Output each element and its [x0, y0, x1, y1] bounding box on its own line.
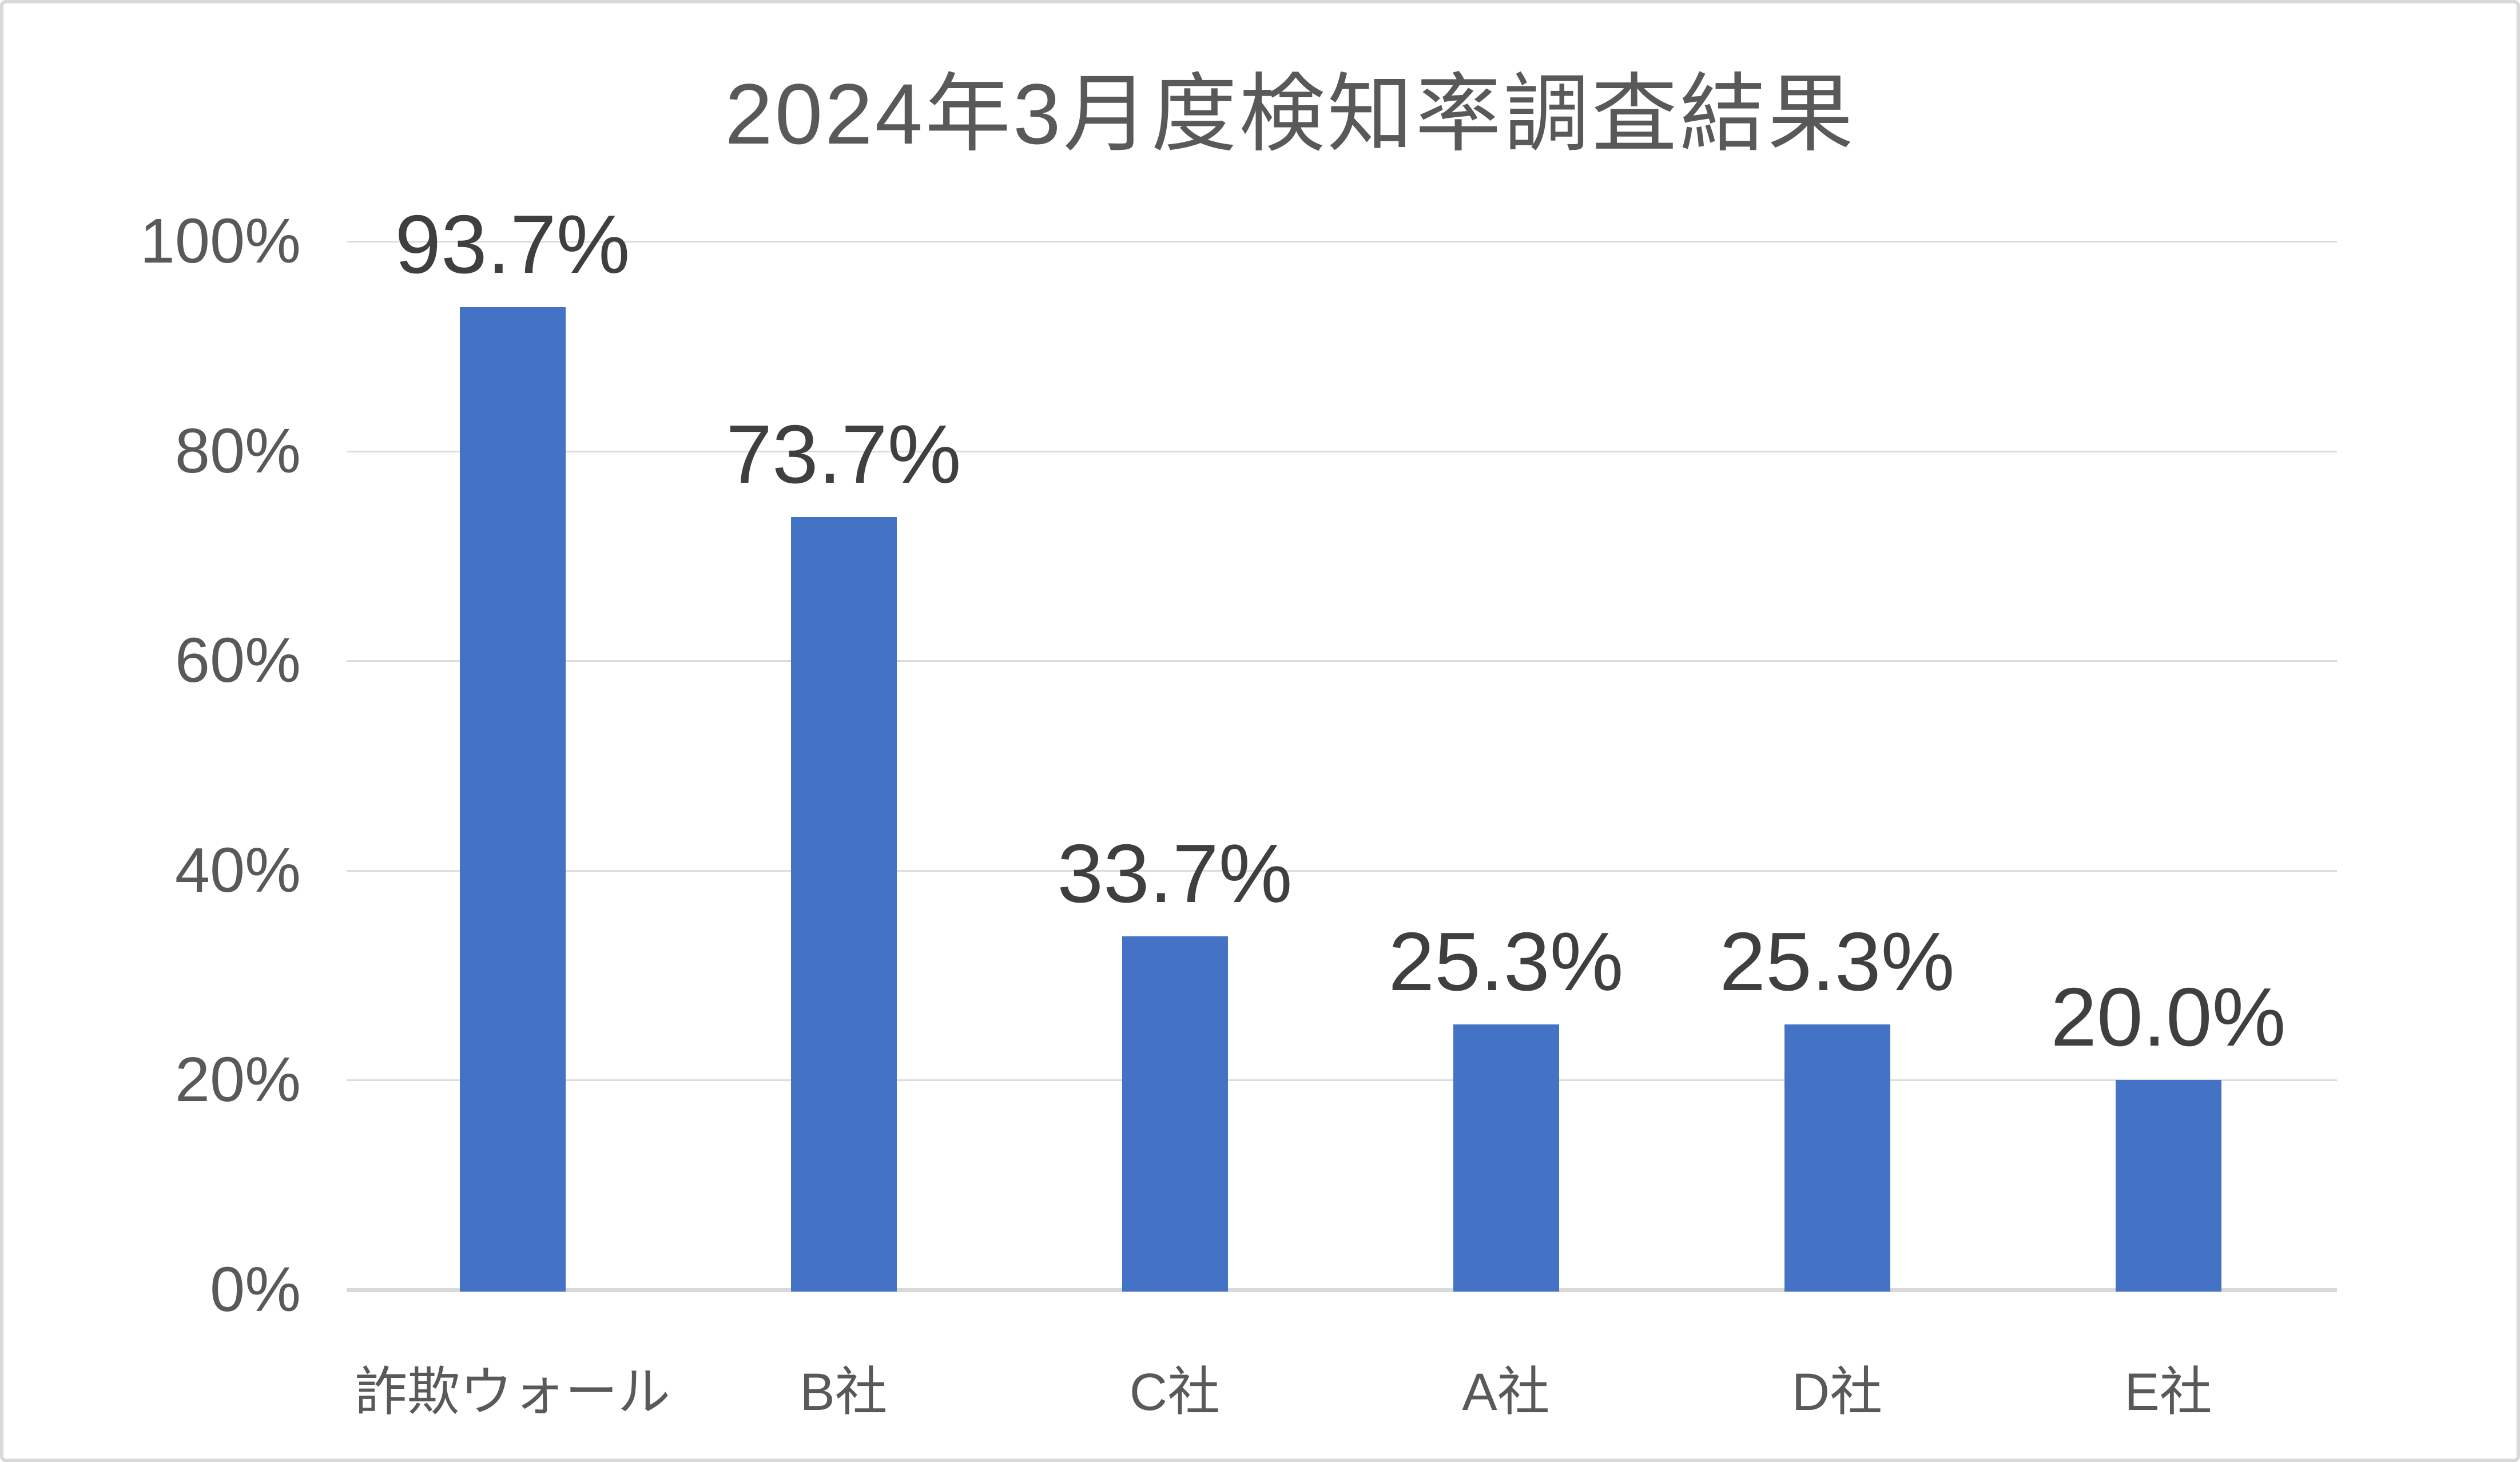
bar-value-label: 93.7% [395, 198, 630, 291]
bar-C社 [1122, 936, 1228, 1292]
gridline-40 [347, 869, 2337, 872]
x-category-label: E社 [2124, 1363, 2212, 1421]
bar-value-label: 25.3% [1719, 915, 1955, 1008]
bar-value-label: 73.7% [726, 408, 961, 501]
gridline-100 [347, 241, 2337, 243]
x-axis-line [347, 1288, 2337, 1292]
bar-B社 [790, 517, 897, 1292]
x-category-label: 詐欺ウォール [354, 1363, 670, 1421]
plot-area: 0% 20% 40% 60% 80% 100% 93.7% 詐欺ウォール 73.7% B社 33.7… [3, 3, 2517, 1459]
y-tick-label: 100% [140, 206, 301, 276]
y-tick-label: 40% [174, 835, 301, 905]
y-tick-label: 20% [174, 1044, 301, 1115]
bar-E社 [2115, 1080, 2221, 1292]
x-category-label: A社 [1462, 1363, 1550, 1421]
y-tick-label: 60% [174, 625, 301, 696]
bar-A社 [1453, 1024, 1559, 1292]
y-tick-label: 0% [210, 1254, 301, 1325]
bar-value-label: 25.3% [1388, 915, 1624, 1008]
gridline-60 [347, 660, 2337, 662]
gridline-80 [347, 450, 2337, 452]
bar-value-label: 20.0% [2050, 971, 2286, 1064]
bar-詐欺ウォール [459, 307, 566, 1292]
x-category-label: D社 [1791, 1363, 1883, 1421]
x-category-label: B社 [800, 1363, 888, 1421]
chart-title: 2024年3月度検知率調査結果 [725, 66, 1856, 162]
bar-D社 [1784, 1024, 1890, 1292]
x-category-label: C社 [1129, 1363, 1221, 1421]
y-tick-label: 80% [174, 415, 301, 486]
bar-value-label: 33.7% [1057, 827, 1293, 920]
gridline-20 [347, 1079, 2337, 1082]
